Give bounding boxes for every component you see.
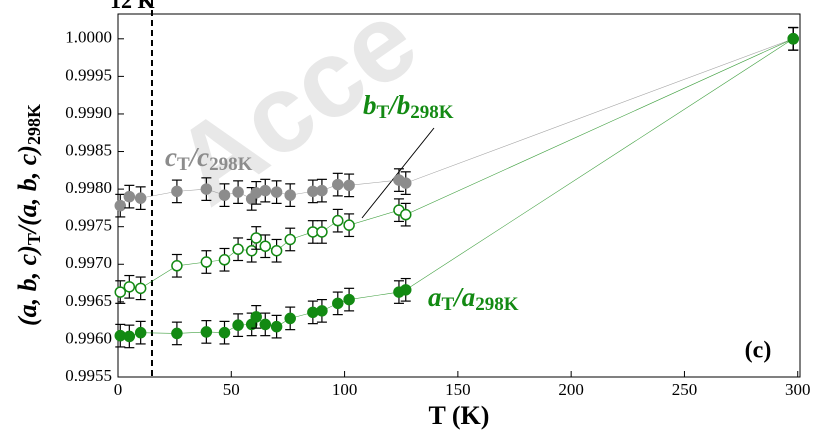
point	[316, 226, 328, 238]
point	[123, 190, 136, 203]
x-axis-label: T (K)	[429, 401, 490, 430]
point	[259, 240, 272, 252]
point	[400, 284, 412, 296]
point	[123, 330, 136, 343]
point	[332, 297, 344, 310]
point	[270, 186, 283, 198]
point	[316, 184, 328, 197]
chart-title: 12 K	[110, 0, 155, 13]
y-tick-label: 0.9970	[65, 253, 112, 272]
point	[787, 33, 799, 45]
point	[245, 244, 258, 257]
y-tick-label: 0.9965	[65, 291, 112, 310]
point	[232, 319, 244, 331]
point	[171, 185, 183, 198]
point	[343, 293, 355, 306]
point	[400, 177, 412, 189]
point	[200, 326, 213, 338]
series-label: cT/c298K	[165, 142, 253, 175]
point	[171, 260, 183, 272]
label-part: a	[428, 282, 442, 312]
point	[250, 232, 262, 244]
point	[232, 186, 244, 198]
label-sub: T	[24, 233, 44, 245]
point	[123, 281, 136, 293]
point	[343, 179, 355, 192]
point	[316, 305, 328, 317]
point	[284, 312, 296, 325]
y-tick-label: 0.9955	[65, 366, 112, 385]
point	[250, 311, 262, 323]
point	[232, 243, 244, 255]
series-label: aT/a298K	[428, 282, 519, 315]
y-tick-label: 0.9980	[65, 178, 112, 197]
point	[343, 219, 355, 231]
plot-frame	[117, 13, 801, 378]
point	[259, 318, 272, 331]
point	[400, 208, 412, 221]
point	[134, 192, 147, 204]
point	[200, 183, 213, 195]
label-sub: 298K	[410, 102, 454, 123]
label-part: b	[363, 90, 377, 120]
point	[259, 184, 272, 197]
label-part: /c	[188, 142, 210, 172]
point	[307, 306, 319, 319]
label-part: /(a, b, c)	[13, 145, 42, 235]
point	[218, 189, 231, 201]
y-tick-label: 1.0000	[65, 28, 112, 47]
y-tick-label: 0.9975	[65, 216, 112, 235]
annotation-leader	[361, 127, 435, 219]
label-part: c	[165, 142, 177, 172]
point	[200, 256, 213, 268]
label-part: (a, b, c)	[13, 245, 42, 326]
series-label: bT/b298K	[363, 90, 454, 123]
label-sub: T	[377, 102, 390, 123]
label-part: /a	[452, 282, 475, 312]
point	[284, 189, 296, 201]
point	[218, 326, 231, 339]
point	[134, 326, 147, 339]
y-tick-label: 0.9995	[65, 65, 112, 84]
x-tick-label: 150	[445, 380, 471, 399]
point	[332, 178, 344, 191]
panel-label: (c)	[745, 338, 772, 364]
y-tick-label: 0.9985	[65, 140, 112, 159]
y-tick-label: 0.9960	[65, 328, 112, 347]
label-sub: T	[442, 294, 455, 315]
label-sub: 298K	[24, 104, 44, 145]
point	[218, 254, 231, 266]
label-sub: T	[177, 154, 190, 175]
point	[332, 214, 344, 227]
point	[270, 244, 283, 257]
label-sub: 298K	[209, 154, 253, 175]
label-sub: 298K	[475, 294, 519, 315]
point	[114, 286, 127, 298]
y-axis-label: (a, b, c)T/(a, b, c)298K	[13, 104, 44, 326]
point	[171, 327, 183, 340]
x-tick-label: 100	[332, 380, 358, 399]
x-tick-label: 0	[114, 380, 123, 399]
x-tick-label: 50	[223, 380, 240, 399]
point	[270, 320, 283, 333]
point	[114, 199, 127, 212]
point	[134, 282, 147, 295]
x-tick-label: 200	[558, 380, 584, 399]
label-part: /b	[387, 90, 410, 120]
point	[284, 233, 296, 246]
x-tick-label: 250	[672, 380, 698, 399]
y-tick-label: 0.9990	[65, 103, 112, 122]
x-tick-label: 300	[785, 380, 811, 399]
